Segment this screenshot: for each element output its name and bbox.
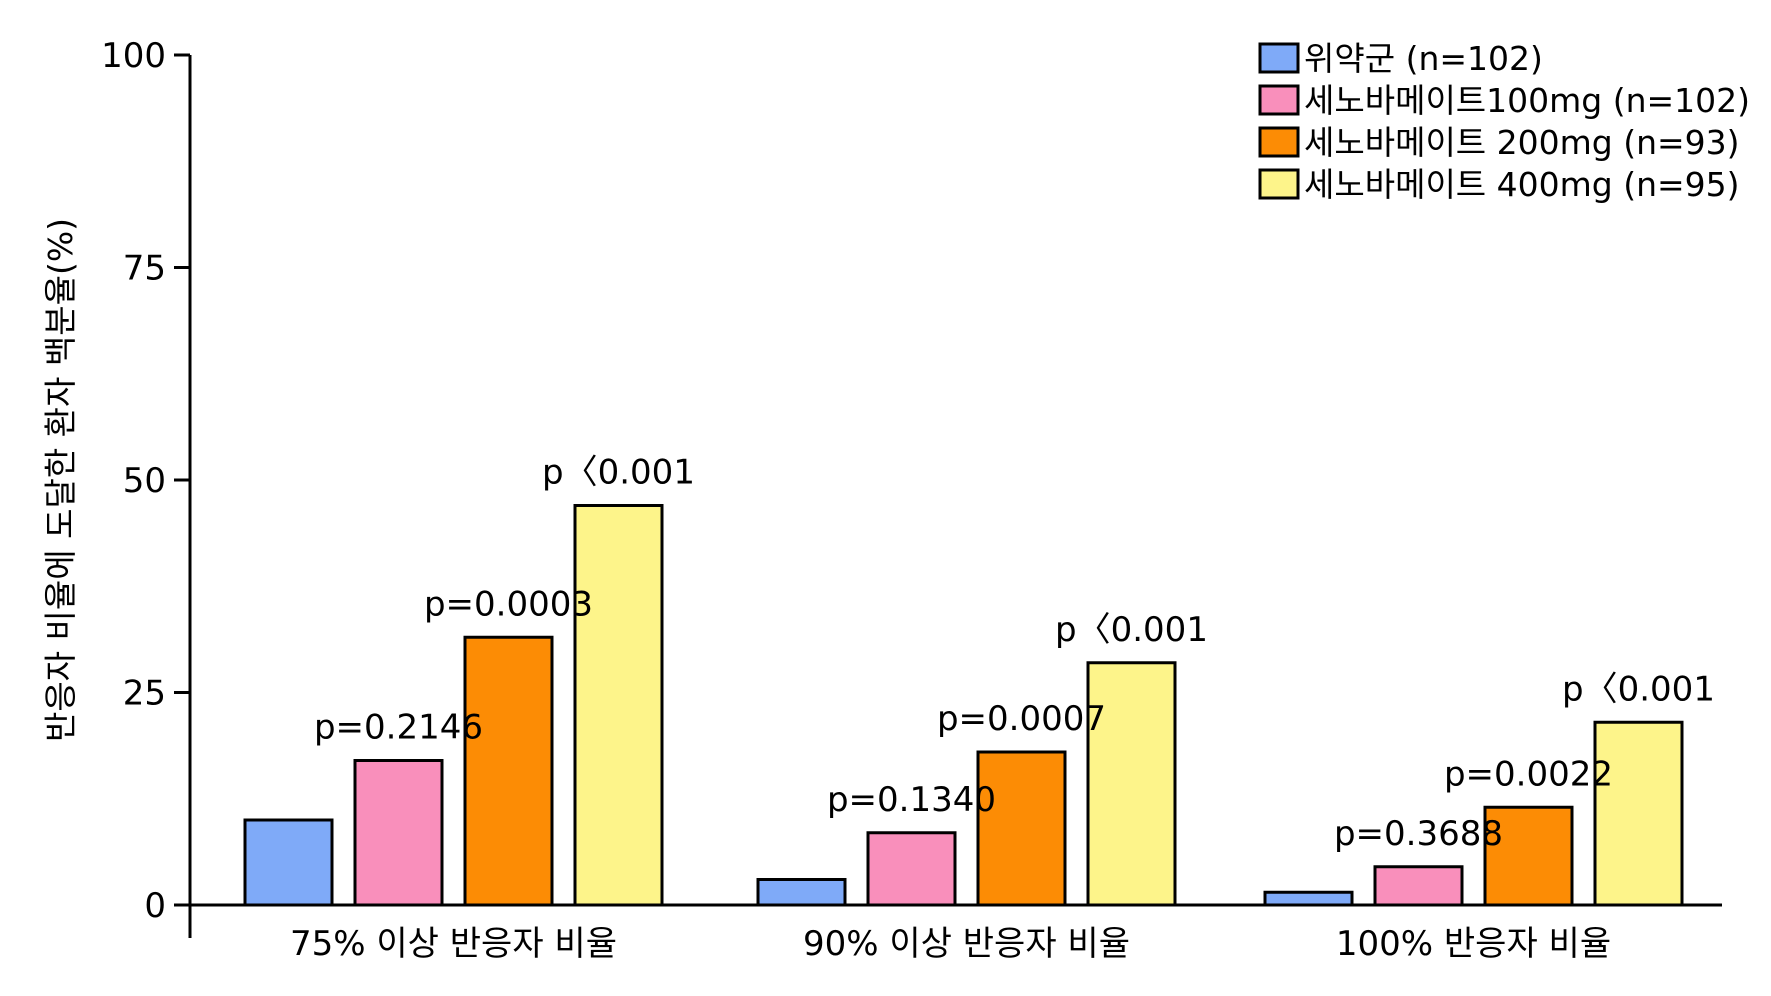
legend-swatch [1258, 168, 1300, 200]
bar [1086, 661, 1177, 907]
legend-label: 위약군 (n=102) [1304, 39, 1543, 78]
y-tick-label: 100 [101, 36, 166, 76]
legend-swatch [1258, 42, 1300, 74]
bar [243, 818, 334, 907]
y-axis-label: 반응자 비율에 도달한 환자 백분율(%) [41, 218, 80, 742]
legend-swatch [1258, 126, 1300, 158]
p-value-label: p=0.3688 [1334, 814, 1503, 854]
bar [976, 750, 1067, 907]
y-tick-label: 50 [123, 461, 166, 501]
bar [1593, 720, 1684, 907]
axes: 0 25 50 75 100 반응자 비율에 도달한 환자 백분율(%) 75% 이상 반응… [41, 36, 1722, 964]
bar [756, 878, 847, 907]
y-tick-label: 75 [123, 249, 166, 289]
x-category-label: 100% 반응자 비율 [1336, 924, 1611, 964]
legend-label: 세노바메이트100mg (n=102) [1304, 81, 1750, 120]
p-value-label: p〈0.001 [542, 453, 695, 493]
bar [1373, 865, 1464, 907]
p-value-annotations: p=0.2146 p=0.0003 p〈0.001 p=0.1340 p=0.0007 p… [314, 453, 1715, 854]
p-value-label: p〈0.001 [1055, 610, 1208, 650]
legend-label: 세노바메이트 200mg (n=93) [1304, 123, 1740, 162]
bar [573, 504, 664, 907]
y-tick-label: 0 [144, 886, 166, 926]
y-tick-label: 25 [123, 674, 166, 714]
bar [1263, 890, 1354, 907]
x-category-label: 90% 이상 반응자 비율 [803, 924, 1130, 964]
p-value-label: p=0.0007 [937, 699, 1106, 739]
legend-label: 세노바메이트 400mg (n=95) [1304, 165, 1740, 204]
p-value-label: p=0.0003 [424, 584, 593, 624]
p-value-label: p=0.0022 [1444, 754, 1613, 794]
p-value-label: p=0.1340 [827, 780, 996, 820]
bar [1483, 805, 1574, 907]
legend-swatch [1258, 84, 1300, 116]
bar [866, 831, 957, 907]
p-value-label: p〈0.001 [1562, 669, 1715, 709]
x-category-label: 75% 이상 반응자 비율 [290, 924, 617, 964]
legend: 위약군 (n=102)세노바메이트100mg (n=102)세노바메이트 200… [1258, 39, 1750, 204]
bar [463, 635, 554, 907]
bar [353, 759, 444, 907]
p-value-label: p=0.2146 [314, 708, 483, 748]
bars [243, 504, 1684, 907]
